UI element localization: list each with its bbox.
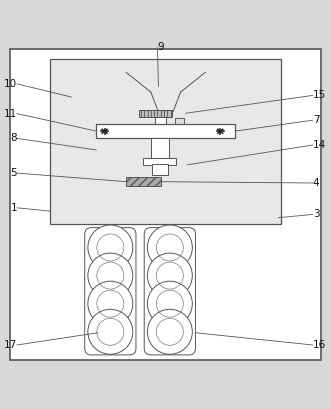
Bar <box>151 138 169 158</box>
Text: 8: 8 <box>10 133 17 144</box>
Text: 10: 10 <box>4 79 17 89</box>
Text: 16: 16 <box>313 340 326 350</box>
Text: 11: 11 <box>4 109 17 119</box>
Circle shape <box>147 225 192 270</box>
Circle shape <box>88 281 133 326</box>
Text: 1: 1 <box>10 203 17 213</box>
Circle shape <box>147 281 192 326</box>
Bar <box>155 117 166 128</box>
Text: 7: 7 <box>313 115 319 125</box>
Text: 14: 14 <box>313 140 326 150</box>
Circle shape <box>88 253 133 298</box>
Circle shape <box>88 309 133 354</box>
Bar <box>96 124 235 138</box>
Bar <box>152 164 168 175</box>
Text: 9: 9 <box>158 43 164 52</box>
Text: 17: 17 <box>4 340 17 350</box>
Circle shape <box>147 309 192 354</box>
Text: 5: 5 <box>10 168 17 178</box>
Bar <box>139 110 172 117</box>
FancyBboxPatch shape <box>144 228 196 355</box>
Text: 3: 3 <box>313 209 319 219</box>
Bar <box>175 117 184 124</box>
Bar <box>143 157 176 165</box>
Text: 15: 15 <box>313 90 326 101</box>
Bar <box>50 59 281 224</box>
Circle shape <box>88 225 133 270</box>
FancyBboxPatch shape <box>85 228 136 355</box>
Text: 4: 4 <box>313 178 319 188</box>
Bar <box>126 178 161 186</box>
Circle shape <box>147 253 192 298</box>
